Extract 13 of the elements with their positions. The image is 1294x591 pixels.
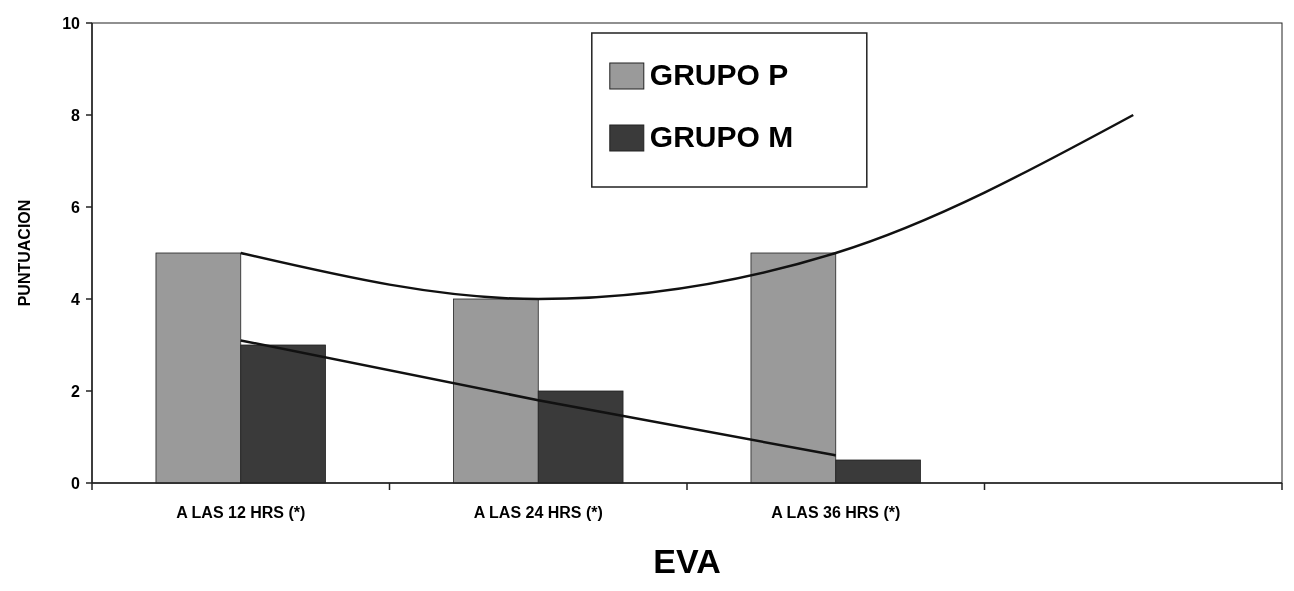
y-tick-label: 6 [71,198,81,216]
y-tick-label: 8 [71,106,81,124]
y-tick-label: 10 [62,14,81,32]
x-axis-title: EVA [653,542,721,580]
x-tick-label: A LAS 12 HRS (*) [176,504,306,521]
x-tick-label: A LAS 24 HRS (*) [473,504,603,521]
x-tick-label: A LAS 36 HRS (*) [771,504,901,521]
y-tick-label: 4 [71,290,81,308]
y-tick-label: 0 [71,474,81,492]
y-axis-title: PUNTUACION [16,199,33,307]
y-tick-label: 2 [71,382,81,400]
legend-label: GRUPO M [649,120,794,153]
legend-label: GRUPO P [649,58,789,91]
